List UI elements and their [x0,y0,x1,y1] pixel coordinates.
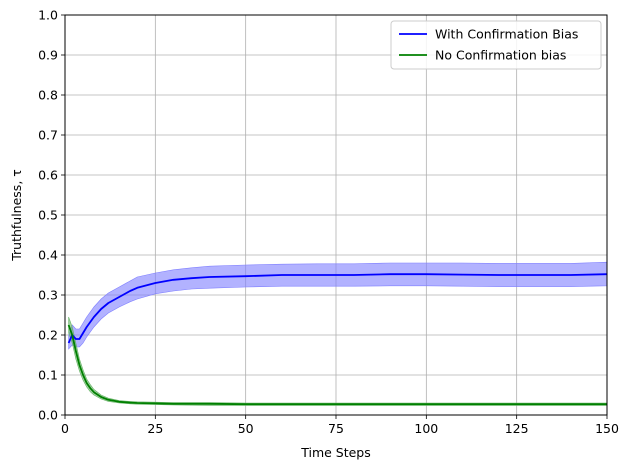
series-lines [67,273,608,406]
y-tick-label: 0.3 [38,288,58,303]
y-tick-label: 0.0 [38,408,58,423]
legend-label-with-bias: With Confirmation Bias [435,27,578,42]
x-tick-label: 125 [505,421,529,436]
legend-box [390,20,602,70]
y-tick-label: 0.9 [38,48,58,63]
series-band-1 [68,316,608,406]
grid [64,14,608,416]
x-tick-label: 0 [61,421,69,436]
y-tick-label: 0.4 [38,248,58,263]
x-tick-label: 100 [414,421,438,436]
y-tick-label: 0.8 [38,88,58,103]
axis-ticks: 0 25 50 75 100 125 150 0.0 0.1 0.2 0.3 0.4 0.5 0.6 0.7… [38,8,619,437]
y-tick-label: 0.7 [38,128,58,143]
y-tick-label: 0.6 [38,168,58,183]
y-tick-label: 1.0 [38,8,58,23]
series-line-0 [67,273,608,344]
x-tick-label: 25 [147,421,163,436]
x-tick-label: 50 [238,421,254,436]
y-tick-label: 0.5 [38,208,58,223]
legend: With Confirmation Bias No Confirmation b… [390,20,602,70]
legend-label-no-bias: No Confirmation bias [435,48,566,63]
y-tick-label: 0.2 [38,328,58,343]
series-line-1 [67,324,607,406]
x-tick-label: 150 [595,421,619,436]
y-axis-label: Truthfulness, τ [9,169,24,262]
x-axis-label: Time Steps [300,445,371,460]
y-tick-label: 0.1 [38,368,58,383]
x-tick-label: 75 [328,421,344,436]
